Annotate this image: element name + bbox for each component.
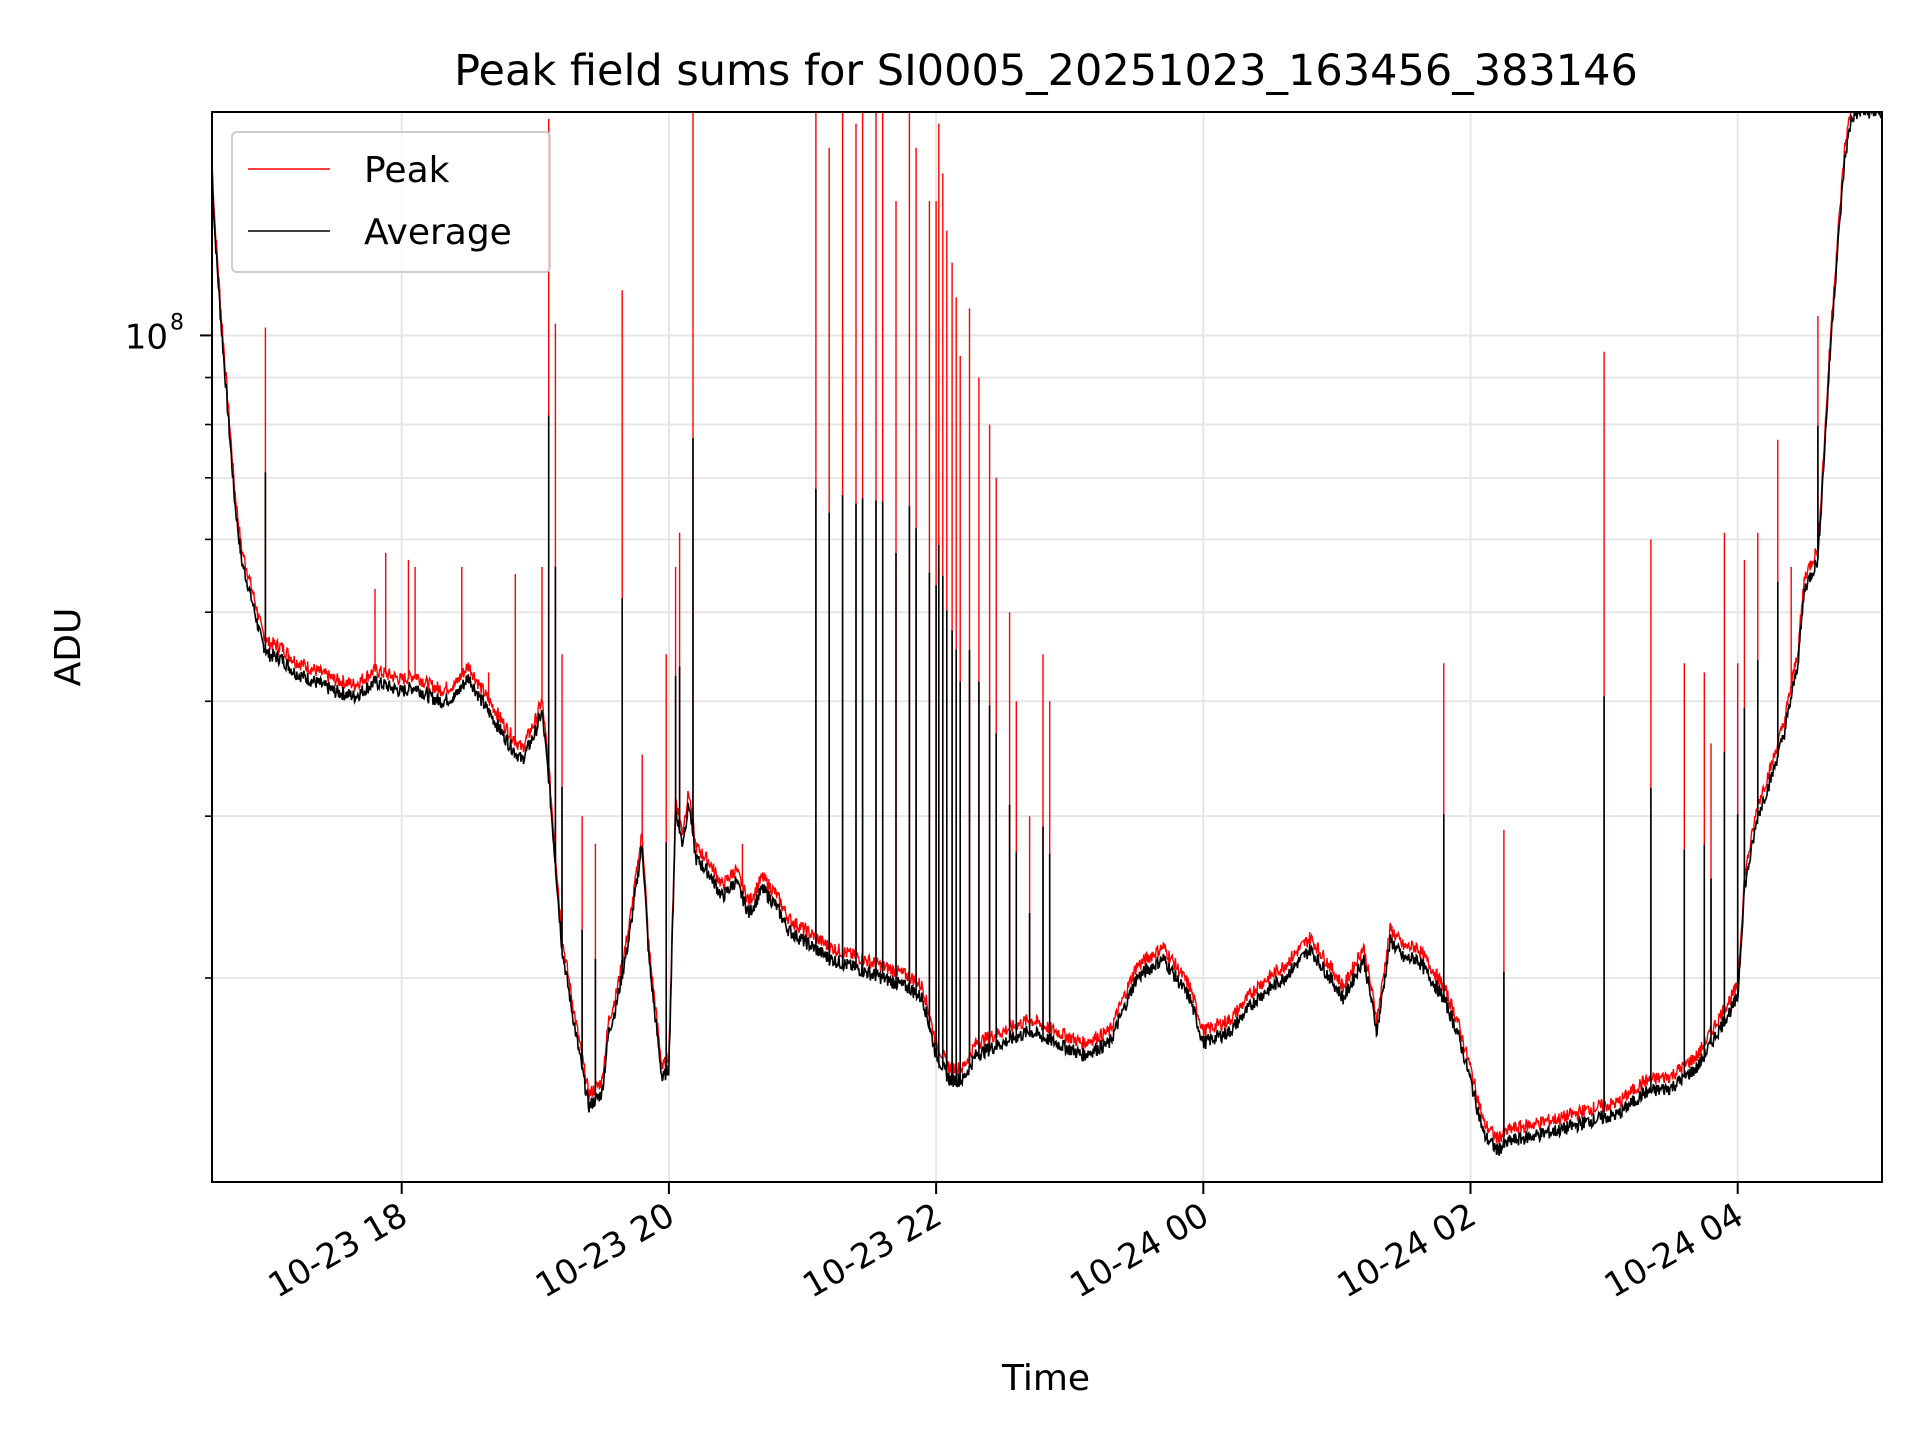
- y-tick-label-base: 10: [125, 317, 168, 357]
- y-tick-label-exponent: 8: [170, 310, 184, 335]
- legend-average-label: Average: [364, 212, 512, 253]
- y-axis: 10 8: [125, 310, 212, 979]
- legend: Peak Average: [231, 131, 551, 273]
- legend-peak-label: Peak: [364, 150, 450, 191]
- series-average-line: [212, 112, 1882, 1156]
- chart-title: Peak field sums for SI0005_20251023_1634…: [454, 46, 1638, 96]
- x-axis-label: Time: [1001, 1358, 1090, 1399]
- y-tick-label: 10 8: [125, 310, 184, 357]
- plot-frame: [211, 111, 1883, 1183]
- legend-box: [231, 131, 551, 273]
- y-axis-label: ADU: [48, 608, 89, 687]
